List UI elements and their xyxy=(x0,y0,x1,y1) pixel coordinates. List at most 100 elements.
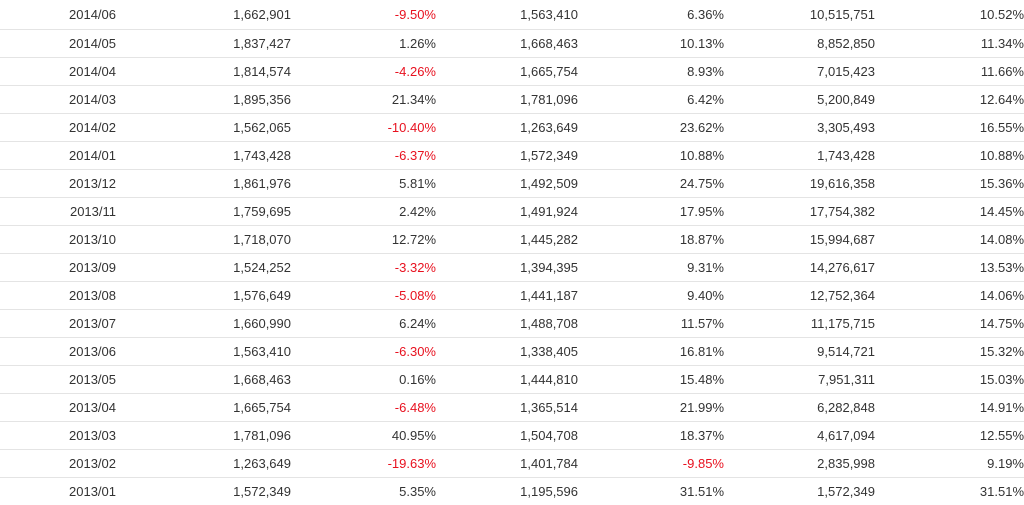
cell-ytd-total: 17,754,382 xyxy=(724,198,875,226)
cell-prev-year-value: 1,504,708 xyxy=(436,422,578,450)
cell-prev-year-value: 1,781,096 xyxy=(436,86,578,114)
cell-ytd-growth: 14.75% xyxy=(875,310,1024,338)
cell-prev-year-value: 1,668,463 xyxy=(436,30,578,58)
cell-value: 1,263,649 xyxy=(116,450,291,478)
cell-ytd-total: 3,305,493 xyxy=(724,114,875,142)
cell-month: 2014/03 xyxy=(0,86,116,114)
cell-mom-change: -5.08% xyxy=(291,282,436,310)
cell-mom-change: -3.32% xyxy=(291,254,436,282)
cell-value: 1,563,410 xyxy=(116,338,291,366)
cell-ytd-total: 11,175,715 xyxy=(724,310,875,338)
cell-month: 2013/05 xyxy=(0,366,116,394)
cell-yoy-change: 9.40% xyxy=(578,282,724,310)
cell-value: 1,660,990 xyxy=(116,310,291,338)
cell-ytd-total: 15,994,687 xyxy=(724,226,875,254)
cell-ytd-total: 7,951,311 xyxy=(724,366,875,394)
cell-month: 2013/03 xyxy=(0,422,116,450)
cell-ytd-total: 14,276,617 xyxy=(724,254,875,282)
cell-ytd-growth: 14.45% xyxy=(875,198,1024,226)
cell-mom-change: -6.30% xyxy=(291,338,436,366)
cell-ytd-growth: 15.03% xyxy=(875,366,1024,394)
cell-yoy-change: 24.75% xyxy=(578,170,724,198)
cell-month: 2014/06 xyxy=(0,0,116,30)
cell-ytd-growth: 31.51% xyxy=(875,478,1024,505)
cell-value: 1,576,649 xyxy=(116,282,291,310)
cell-yoy-change: 18.37% xyxy=(578,422,724,450)
cell-month: 2014/04 xyxy=(0,58,116,86)
cell-month: 2013/10 xyxy=(0,226,116,254)
cell-ytd-total: 5,200,849 xyxy=(724,86,875,114)
cell-yoy-change: 21.99% xyxy=(578,394,724,422)
cell-value: 1,861,976 xyxy=(116,170,291,198)
cell-mom-change: 2.42% xyxy=(291,198,436,226)
cell-ytd-total: 2,835,998 xyxy=(724,450,875,478)
cell-month: 2013/06 xyxy=(0,338,116,366)
cell-ytd-growth: 14.06% xyxy=(875,282,1024,310)
cell-prev-year-value: 1,401,784 xyxy=(436,450,578,478)
cell-month: 2013/12 xyxy=(0,170,116,198)
cell-yoy-change: 18.87% xyxy=(578,226,724,254)
cell-yoy-change: -9.85% xyxy=(578,450,724,478)
cell-value: 1,572,349 xyxy=(116,478,291,505)
cell-prev-year-value: 1,444,810 xyxy=(436,366,578,394)
cell-value: 1,814,574 xyxy=(116,58,291,86)
cell-mom-change: -9.50% xyxy=(291,0,436,30)
cell-ytd-total: 9,514,721 xyxy=(724,338,875,366)
cell-ytd-growth: 15.36% xyxy=(875,170,1024,198)
cell-value: 1,743,428 xyxy=(116,142,291,170)
cell-ytd-growth: 16.55% xyxy=(875,114,1024,142)
cell-ytd-total: 10,515,751 xyxy=(724,0,875,30)
cell-month: 2013/08 xyxy=(0,282,116,310)
cell-prev-year-value: 1,441,187 xyxy=(436,282,578,310)
cell-ytd-total: 1,743,428 xyxy=(724,142,875,170)
cell-prev-year-value: 1,394,395 xyxy=(436,254,578,282)
cell-mom-change: 21.34% xyxy=(291,86,436,114)
cell-value: 1,895,356 xyxy=(116,86,291,114)
cell-prev-year-value: 1,492,509 xyxy=(436,170,578,198)
cell-value: 1,837,427 xyxy=(116,30,291,58)
cell-prev-year-value: 1,338,405 xyxy=(436,338,578,366)
cell-month: 2014/01 xyxy=(0,142,116,170)
cell-ytd-growth: 12.55% xyxy=(875,422,1024,450)
cell-ytd-total: 7,015,423 xyxy=(724,58,875,86)
cell-value: 1,718,070 xyxy=(116,226,291,254)
cell-prev-year-value: 1,195,596 xyxy=(436,478,578,505)
cell-ytd-growth: 10.88% xyxy=(875,142,1024,170)
cell-yoy-change: 15.48% xyxy=(578,366,724,394)
cell-ytd-total: 1,572,349 xyxy=(724,478,875,505)
cell-mom-change: 12.72% xyxy=(291,226,436,254)
cell-ytd-growth: 10.52% xyxy=(875,0,1024,30)
cell-mom-change: 5.35% xyxy=(291,478,436,505)
cell-value: 1,665,754 xyxy=(116,394,291,422)
cell-prev-year-value: 1,491,924 xyxy=(436,198,578,226)
cell-ytd-growth: 9.19% xyxy=(875,450,1024,478)
cell-prev-year-value: 1,365,514 xyxy=(436,394,578,422)
cell-value: 1,662,901 xyxy=(116,0,291,30)
cell-month: 2013/11 xyxy=(0,198,116,226)
cell-ytd-total: 6,282,848 xyxy=(724,394,875,422)
cell-ytd-growth: 11.66% xyxy=(875,58,1024,86)
cell-mom-change: 6.24% xyxy=(291,310,436,338)
cell-prev-year-value: 1,665,754 xyxy=(436,58,578,86)
cell-yoy-change: 10.88% xyxy=(578,142,724,170)
cell-yoy-change: 11.57% xyxy=(578,310,724,338)
cell-ytd-total: 4,617,094 xyxy=(724,422,875,450)
cell-value: 1,781,096 xyxy=(116,422,291,450)
cell-month: 2013/09 xyxy=(0,254,116,282)
cell-value: 1,668,463 xyxy=(116,366,291,394)
cell-month: 2013/02 xyxy=(0,450,116,478)
cell-mom-change: -4.26% xyxy=(291,58,436,86)
cell-ytd-total: 8,852,850 xyxy=(724,30,875,58)
cell-ytd-total: 19,616,358 xyxy=(724,170,875,198)
